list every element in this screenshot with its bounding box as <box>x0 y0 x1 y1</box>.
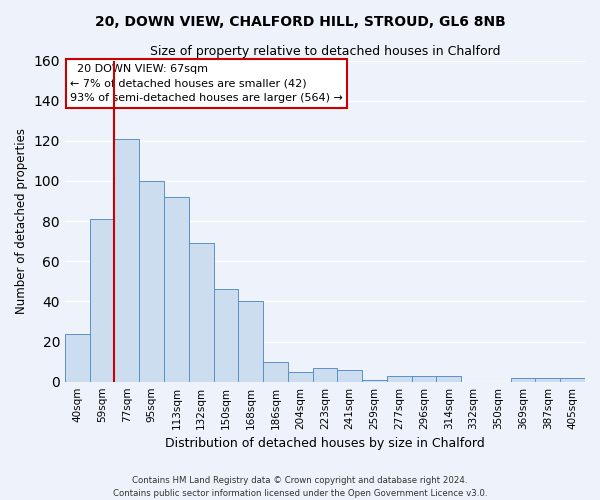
Bar <box>313 368 337 382</box>
Bar <box>263 362 288 382</box>
Bar <box>337 370 362 382</box>
Bar <box>189 243 214 382</box>
Bar <box>535 378 560 382</box>
Bar <box>65 334 89 382</box>
Bar <box>511 378 535 382</box>
Bar <box>115 139 139 382</box>
Bar <box>164 197 189 382</box>
Bar <box>238 302 263 382</box>
Bar <box>89 219 115 382</box>
Bar <box>139 181 164 382</box>
Bar <box>362 380 387 382</box>
Bar <box>214 290 238 382</box>
Text: 20, DOWN VIEW, CHALFORD HILL, STROUD, GL6 8NB: 20, DOWN VIEW, CHALFORD HILL, STROUD, GL… <box>95 15 505 29</box>
Text: 20 DOWN VIEW: 67sqm  
← 7% of detached houses are smaller (42)
93% of semi-detac: 20 DOWN VIEW: 67sqm ← 7% of detached hou… <box>70 64 343 104</box>
Y-axis label: Number of detached properties: Number of detached properties <box>15 128 28 314</box>
Bar <box>387 376 412 382</box>
Bar <box>412 376 436 382</box>
Text: Contains HM Land Registry data © Crown copyright and database right 2024.
Contai: Contains HM Land Registry data © Crown c… <box>113 476 487 498</box>
Bar <box>288 372 313 382</box>
X-axis label: Distribution of detached houses by size in Chalford: Distribution of detached houses by size … <box>165 437 485 450</box>
Bar <box>560 378 585 382</box>
Title: Size of property relative to detached houses in Chalford: Size of property relative to detached ho… <box>150 45 500 58</box>
Bar <box>436 376 461 382</box>
